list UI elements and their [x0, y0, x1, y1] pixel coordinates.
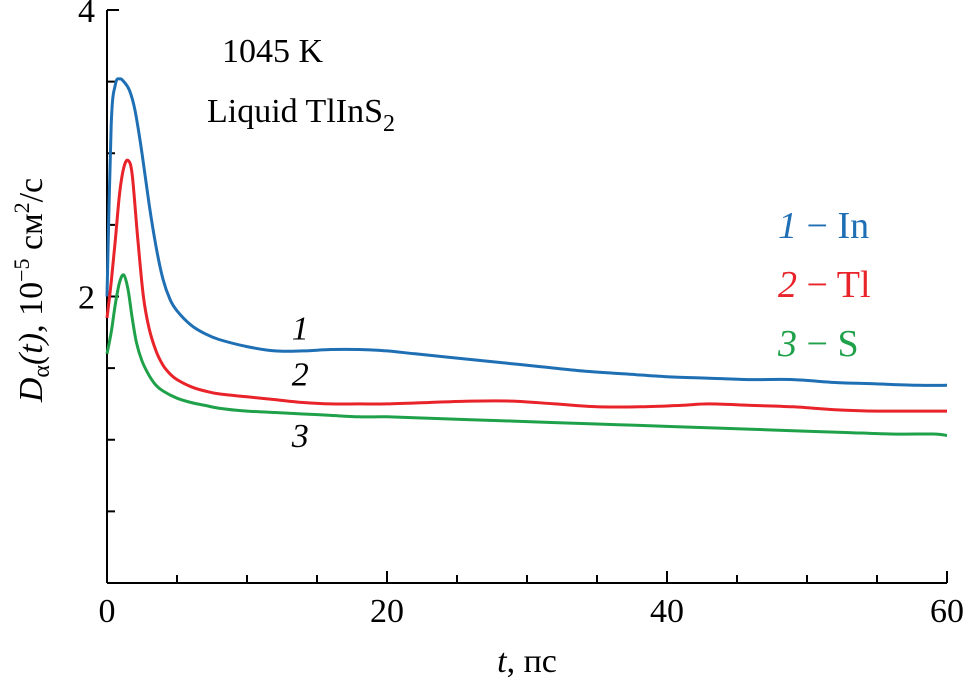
legend: 1 − In 2 − Tl 3 − S [777, 205, 871, 365]
series-line-s [105, 273, 948, 437]
x-tick-label: 60 [930, 593, 964, 630]
series-line-in [105, 77, 948, 387]
legend-entry-tl: 2 − Tl [778, 264, 871, 306]
axes: 0 20 40 60 2 4 [78, 0, 964, 630]
series-line-tl [105, 158, 947, 413]
legend-entry-s: 3 − S [777, 323, 859, 365]
curve-label-2: 2 [292, 356, 309, 393]
x-tick-label: 40 [650, 593, 684, 630]
curve-label-3: 3 [291, 418, 309, 455]
x-axis-label: t, пс [497, 643, 557, 680]
x-tick-label: 20 [370, 593, 404, 630]
legend-entry-in: 1 − In [778, 205, 869, 247]
annotation-system: Liquid TlInS2 [207, 93, 395, 137]
y-axis-label: Dα(t), 10−5 см2/с [9, 178, 55, 403]
curve-label-1: 1 [292, 310, 309, 347]
y-tick-label: 4 [78, 0, 95, 30]
series-layer [105, 77, 948, 437]
annotation-temperature: 1045 K [222, 33, 324, 70]
x-tick-label: 0 [99, 593, 116, 630]
curve-labels: 1 2 3 [291, 310, 309, 454]
y-tick-label: 2 [78, 280, 95, 317]
